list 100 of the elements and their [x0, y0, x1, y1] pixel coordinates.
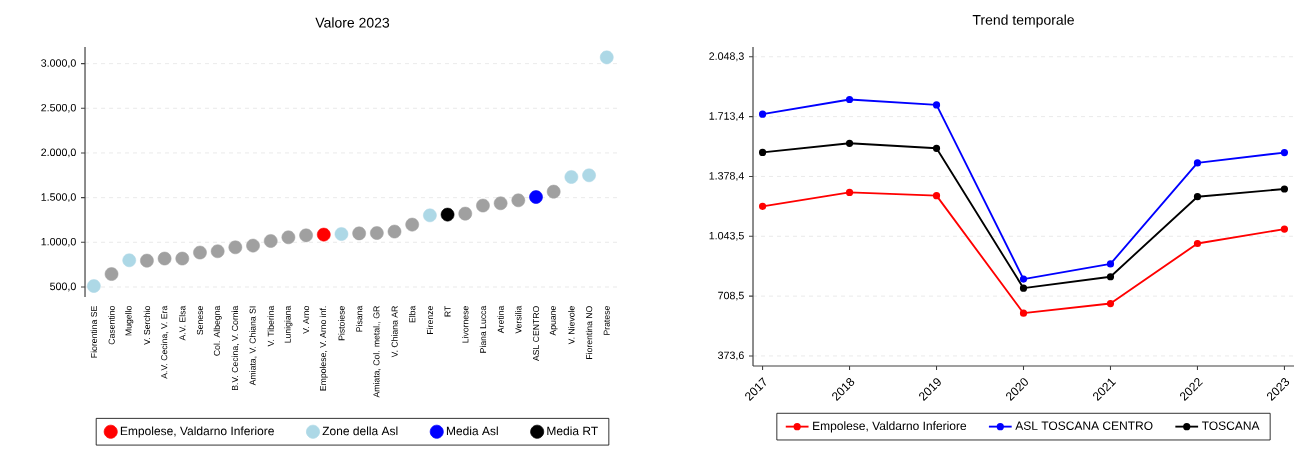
x-tick-label: V. Tiberina	[267, 305, 274, 347]
point	[476, 198, 490, 213]
x-tick-label: V. Nievole	[568, 306, 575, 345]
point	[1019, 284, 1028, 292]
x-tick-label: Apuane	[549, 306, 558, 336]
point	[263, 234, 278, 248]
y-tick-label: 1.378,4	[709, 172, 744, 181]
point	[193, 245, 207, 260]
point	[1280, 225, 1289, 233]
legend-label: Media Asl	[446, 426, 498, 436]
point	[423, 208, 437, 223]
x-tick-label: Senese	[196, 306, 204, 335]
chart-title: Trend temporale	[972, 14, 1074, 28]
point	[281, 230, 296, 245]
x-tick-label: Livornese	[462, 306, 469, 343]
point	[845, 188, 854, 197]
y-tick-label: 2.500,0	[41, 103, 76, 113]
point	[104, 267, 119, 281]
y-tick-label: 2.048,3	[709, 52, 744, 62]
x-tick-label: Firenze	[426, 306, 434, 334]
x-tick-label: Pratese	[603, 306, 610, 335]
point	[845, 139, 854, 147]
point	[582, 168, 596, 183]
y-tick-label: 1.713,4	[709, 112, 744, 121]
point	[546, 184, 561, 199]
point	[210, 244, 225, 259]
point	[370, 226, 384, 240]
x-tick-label: B.V. Cecina, V. Cornia	[231, 305, 240, 391]
x-tick-label: V. Chiana AR	[391, 306, 398, 358]
x-tick-label: Versilia	[515, 305, 522, 334]
point	[334, 227, 349, 241]
x-tick-label: A.V. Cecina, V. Era	[160, 305, 169, 379]
x-tick-label: RT	[444, 305, 451, 317]
point	[157, 251, 172, 266]
x-tick-label: V. Arno	[303, 306, 310, 334]
point	[493, 196, 508, 211]
point	[387, 224, 402, 239]
legend-label: Empolese, Valdarno Inferiore	[120, 426, 274, 438]
point	[564, 170, 579, 184]
legend-label: TOSCANA	[1201, 421, 1260, 430]
point	[405, 217, 419, 232]
point	[932, 192, 941, 200]
point	[1106, 260, 1115, 268]
point	[1019, 275, 1028, 283]
point	[932, 144, 941, 152]
x-tick-label: Amiata, V. Chiana SI	[249, 306, 257, 386]
point	[1019, 309, 1028, 317]
point	[228, 240, 243, 255]
y-tick-label: 500,0	[50, 282, 76, 292]
x-tick-label: Aretina	[497, 305, 504, 334]
point	[599, 50, 614, 65]
point	[845, 95, 854, 104]
legend-label: ASL TOSCANA CENTRO	[1015, 421, 1153, 430]
point	[1106, 273, 1115, 281]
point	[1106, 299, 1115, 308]
x-tick-label: Casentino	[108, 306, 115, 345]
x-tick-label: Pistoiese	[338, 306, 345, 341]
legend-label: Media RT	[547, 426, 598, 436]
point	[87, 279, 101, 293]
y-tick-label: 3.000,0	[41, 59, 76, 69]
y-tick-label: 2.000,0	[41, 148, 76, 158]
y-tick-label: 373,6	[718, 351, 744, 361]
point	[122, 253, 137, 268]
legend-label: Empolese, Valdarno Inferiore	[813, 421, 967, 433]
point	[140, 253, 154, 268]
point	[458, 206, 473, 221]
x-tick-label: A.V. Elsa	[179, 305, 186, 341]
y-tick-label: 1.000,0	[41, 237, 76, 247]
x-tick-label: Mugello	[125, 306, 134, 336]
x-tick-label: Lunigiana	[284, 305, 293, 343]
point	[1193, 159, 1202, 167]
y-tick-label: 1.500,0	[41, 193, 76, 203]
point	[299, 228, 313, 243]
y-tick-label: 708,5	[718, 291, 744, 301]
x-tick-label: Piana Lucca	[479, 305, 487, 353]
x-tick-label: V. Serchio	[143, 306, 151, 345]
x-tick-label: ASL CENTRO	[532, 306, 540, 362]
x-tick-label: Empolese, V. Arno inf.	[319, 306, 328, 391]
chart-title: Valore 2023	[315, 17, 390, 28]
point	[316, 227, 331, 242]
legend-label: Zone della Asl	[322, 426, 398, 436]
point	[440, 207, 455, 222]
point	[246, 238, 260, 253]
x-tick-label: Fiorentina SE	[90, 306, 98, 358]
point	[758, 148, 767, 156]
x-tick-label: Pisana	[355, 305, 363, 332]
point	[511, 193, 526, 208]
x-tick-label: Elba	[409, 305, 416, 323]
point	[758, 110, 767, 118]
point	[932, 101, 941, 109]
point	[175, 251, 190, 266]
x-tick-label: Fiorentina NO	[585, 306, 593, 359]
x-tick-label: Col. Albegna	[213, 305, 222, 356]
point	[758, 202, 767, 210]
point	[352, 226, 366, 241]
point	[1280, 148, 1289, 157]
y-tick-label: 1.043,5	[709, 231, 744, 241]
x-tick-label: Amiata, Col. metal., GR	[373, 306, 381, 398]
point	[1280, 185, 1289, 193]
point	[1193, 193, 1202, 201]
